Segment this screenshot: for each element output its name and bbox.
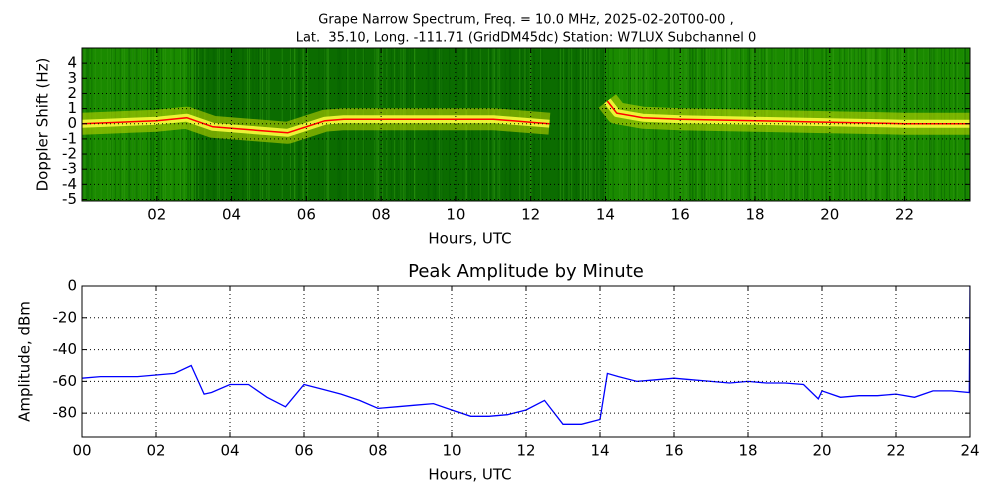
spectrogram-texture (557, 48, 559, 201)
y-tick-label: 0 (67, 114, 77, 132)
x-tick-label: 18 (738, 442, 757, 460)
y-tick-label: -1 (62, 129, 77, 147)
x-axis-label: Hours, UTC (428, 230, 511, 248)
x-tick-label: 18 (745, 206, 764, 224)
y-axis-label: Doppler Shift (Hz) (34, 58, 52, 192)
x-tick-label: 20 (812, 442, 831, 460)
x-tick-label: 06 (294, 442, 313, 460)
spectrogram-texture (567, 48, 569, 201)
x-tick-label: 16 (671, 206, 690, 224)
x-tick-label: 22 (886, 442, 905, 460)
x-tick-label: 14 (590, 442, 609, 460)
plot (82, 48, 970, 201)
y-tick-label: 2 (67, 84, 77, 102)
y-tick-label: 1 (67, 99, 77, 117)
x-tick-label: 06 (297, 206, 316, 224)
x-tick-label: 08 (372, 206, 391, 224)
spectrogram-texture (598, 48, 600, 201)
line (82, 286, 970, 425)
x-tick-label: 16 (664, 442, 683, 460)
spectrogram-texture (591, 48, 593, 201)
plot (82, 286, 970, 425)
spectrogram-texture (586, 48, 588, 201)
spectrogram-texture (604, 48, 606, 201)
chart-title: Grape Narrow Spectrum, Freq. = 10.0 MHz,… (318, 13, 733, 28)
x-tick-label: 20 (820, 206, 839, 224)
y-tick-label: -2 (62, 145, 77, 163)
x-tick-label: 00 (72, 442, 91, 460)
chart-title: Peak Amplitude by Minute (408, 261, 644, 282)
spectrogram-texture (563, 48, 565, 201)
y-tick-label: -20 (53, 308, 78, 326)
spectrogram-texture (585, 48, 587, 201)
y-tick-label: -80 (53, 404, 78, 422)
spectrogram-texture (571, 48, 573, 201)
spectrogram-texture (612, 48, 614, 201)
spectrogram-texture (589, 48, 591, 201)
x-tick-label: 04 (220, 442, 239, 460)
x-tick-label: 22 (895, 206, 914, 224)
spectrogram-texture (594, 48, 596, 201)
x-tick-label: 12 (521, 206, 540, 224)
x-tick-label: 12 (516, 442, 535, 460)
plot-frame (81, 47, 971, 202)
spectrogram-texture (575, 48, 577, 201)
spectrogram-texture (603, 48, 605, 201)
spectrogram-texture (583, 48, 585, 201)
x-tick-label: 04 (222, 206, 241, 224)
spectrogram-texture (580, 48, 582, 201)
spectrogram-texture (579, 48, 581, 201)
y-tick-label: -4 (62, 175, 77, 193)
y-tick-label: -40 (53, 340, 78, 358)
x-tick-label: 14 (596, 206, 615, 224)
spectrogram-texture (568, 48, 570, 201)
x-tick-label: 02 (146, 442, 165, 460)
x-tick-label: 08 (368, 442, 387, 460)
y-tick-label: 0 (67, 277, 77, 295)
y-axis-label: Amplitude, dBm (16, 301, 34, 422)
plot-frame (81, 285, 971, 438)
y-tick-label: 4 (67, 54, 77, 72)
spectrogram-texture (559, 48, 561, 201)
ridge-line (82, 100, 970, 134)
spectrogram-texture (607, 48, 609, 201)
y-tick-label: -60 (53, 372, 78, 390)
x-axis-label: Hours, UTC (428, 466, 511, 484)
x-tick-label: 10 (446, 206, 465, 224)
y-tick-label: -3 (62, 160, 77, 178)
y-tick-label: 3 (67, 69, 77, 87)
chart-subtitle: Lat. 35.10, Long. -111.71 (GridDM45dc) S… (296, 31, 757, 46)
spectrogram-texture (565, 48, 567, 201)
x-tick-label: 24 (960, 442, 979, 460)
x-tick-label: 10 (442, 442, 461, 460)
y-tick-label: -5 (62, 190, 77, 208)
spectrogram-texture (589, 48, 591, 201)
x-tick-label: 02 (147, 206, 166, 224)
